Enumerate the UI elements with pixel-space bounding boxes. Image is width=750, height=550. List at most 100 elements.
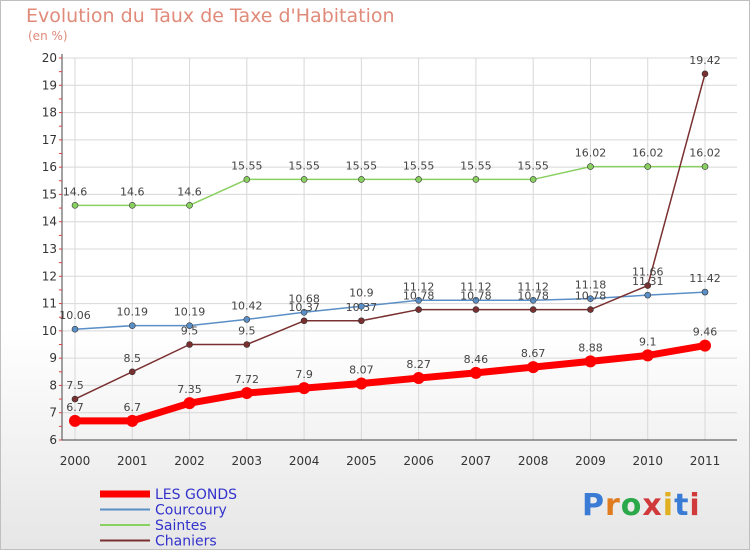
data-point	[358, 176, 365, 183]
y-tick-label: 16	[42, 160, 57, 174]
data-label: 11.18	[575, 279, 607, 292]
x-tick-label: 2010	[632, 454, 663, 468]
data-label: 15.55	[346, 159, 378, 172]
data-label: 10.78	[460, 290, 492, 303]
data-point	[699, 339, 711, 352]
data-label: 9.5	[238, 325, 256, 338]
y-tick-label: 17	[42, 133, 57, 147]
data-point	[529, 296, 537, 304]
series-line-chaniers	[74, 73, 706, 400]
data-label: 10.37	[288, 301, 320, 314]
data-point	[587, 295, 594, 302]
data-point	[186, 322, 193, 329]
data-point	[587, 306, 594, 313]
data-label: 16.02	[575, 147, 607, 160]
data-label: 15.55	[403, 159, 435, 172]
legend-label: Chaniers	[155, 534, 217, 550]
data-label: 10.19	[174, 306, 206, 319]
data-label: 11.12	[517, 280, 549, 293]
data-label: 11.66	[632, 266, 664, 279]
data-point	[641, 349, 654, 362]
proxiti-logo: Proxiti	[582, 488, 701, 523]
data-label: 8.07	[349, 364, 374, 377]
data-point	[243, 316, 251, 323]
x-tick-label: 2008	[518, 454, 549, 468]
data-label: 7.35	[177, 383, 202, 396]
data-point	[128, 322, 136, 329]
data-label: 16.02	[689, 147, 721, 160]
series-line-les-gonds	[75, 342, 706, 425]
data-point	[358, 317, 365, 325]
legend-label: Courcoury	[155, 503, 227, 519]
x-tick-label: 2001	[117, 454, 148, 468]
data-point	[644, 291, 652, 299]
y-tick-label: 10	[42, 324, 57, 338]
data-point	[415, 296, 422, 304]
data-point	[243, 176, 251, 183]
y-tick-label: 11	[42, 297, 57, 311]
y-tick-label: 15	[42, 187, 57, 201]
data-label: 7.9	[295, 368, 313, 381]
data-point	[472, 306, 480, 313]
data-label: 15.55	[460, 159, 492, 172]
data-label: 9.1	[639, 335, 657, 348]
data-point	[300, 176, 308, 183]
x-tick-label: 2002	[174, 454, 205, 468]
data-label: 10.37	[346, 301, 378, 314]
data-point	[644, 163, 652, 170]
data-point	[71, 325, 79, 333]
data-point	[71, 395, 79, 403]
data-label: 9.46	[693, 326, 718, 339]
data-label: 15.55	[517, 159, 549, 172]
data-point	[128, 368, 136, 376]
data-label: 10.78	[517, 290, 549, 303]
legend-label: Saintes	[155, 518, 207, 534]
chart-subtitle: (en %)	[28, 29, 68, 43]
x-tick-label: 2004	[289, 454, 320, 468]
data-point	[358, 302, 365, 310]
data-label: 10.42	[231, 299, 263, 312]
data-point	[243, 341, 251, 348]
data-point	[300, 309, 308, 316]
x-tick-label: 2006	[403, 454, 434, 468]
y-tick-label: 12	[42, 269, 57, 283]
data-point	[701, 70, 709, 78]
data-label: 7.72	[235, 373, 260, 386]
data-label: 10.06	[59, 309, 91, 322]
data-label: 8.88	[578, 341, 603, 354]
data-label: 15.55	[288, 159, 320, 172]
y-tick-label: 6	[49, 433, 57, 447]
x-tick-label: 2007	[461, 454, 492, 468]
data-point	[529, 176, 537, 183]
data-label: 10.9	[349, 286, 374, 299]
data-label: 14.6	[177, 185, 202, 198]
data-point	[298, 382, 311, 395]
data-label: 6.7	[66, 401, 84, 414]
data-point	[701, 288, 709, 296]
data-point	[186, 341, 193, 348]
data-point	[415, 306, 422, 313]
data-point	[240, 387, 253, 400]
data-point	[527, 361, 540, 374]
data-label: 14.6	[63, 185, 88, 198]
series-line-courcoury	[74, 291, 706, 330]
data-point	[415, 176, 422, 183]
y-tick-label: 13	[42, 242, 57, 256]
x-tick-label: 2000	[60, 454, 91, 468]
x-tick-label: 2005	[346, 454, 377, 468]
y-tick-label: 20	[42, 51, 57, 65]
data-point	[472, 296, 480, 304]
data-point	[355, 377, 368, 390]
x-tick-label: 2011	[690, 454, 721, 468]
y-tick-label: 19	[42, 78, 57, 92]
data-point	[529, 306, 537, 313]
data-label: 9.5	[181, 325, 199, 338]
data-label: 10.78	[575, 290, 607, 303]
data-point	[412, 372, 425, 385]
data-label: 11.12	[460, 280, 492, 293]
x-tick-label: 2003	[232, 454, 263, 468]
data-label: 10.68	[288, 292, 320, 305]
y-tick-label: 14	[42, 215, 57, 229]
data-point	[584, 355, 597, 368]
